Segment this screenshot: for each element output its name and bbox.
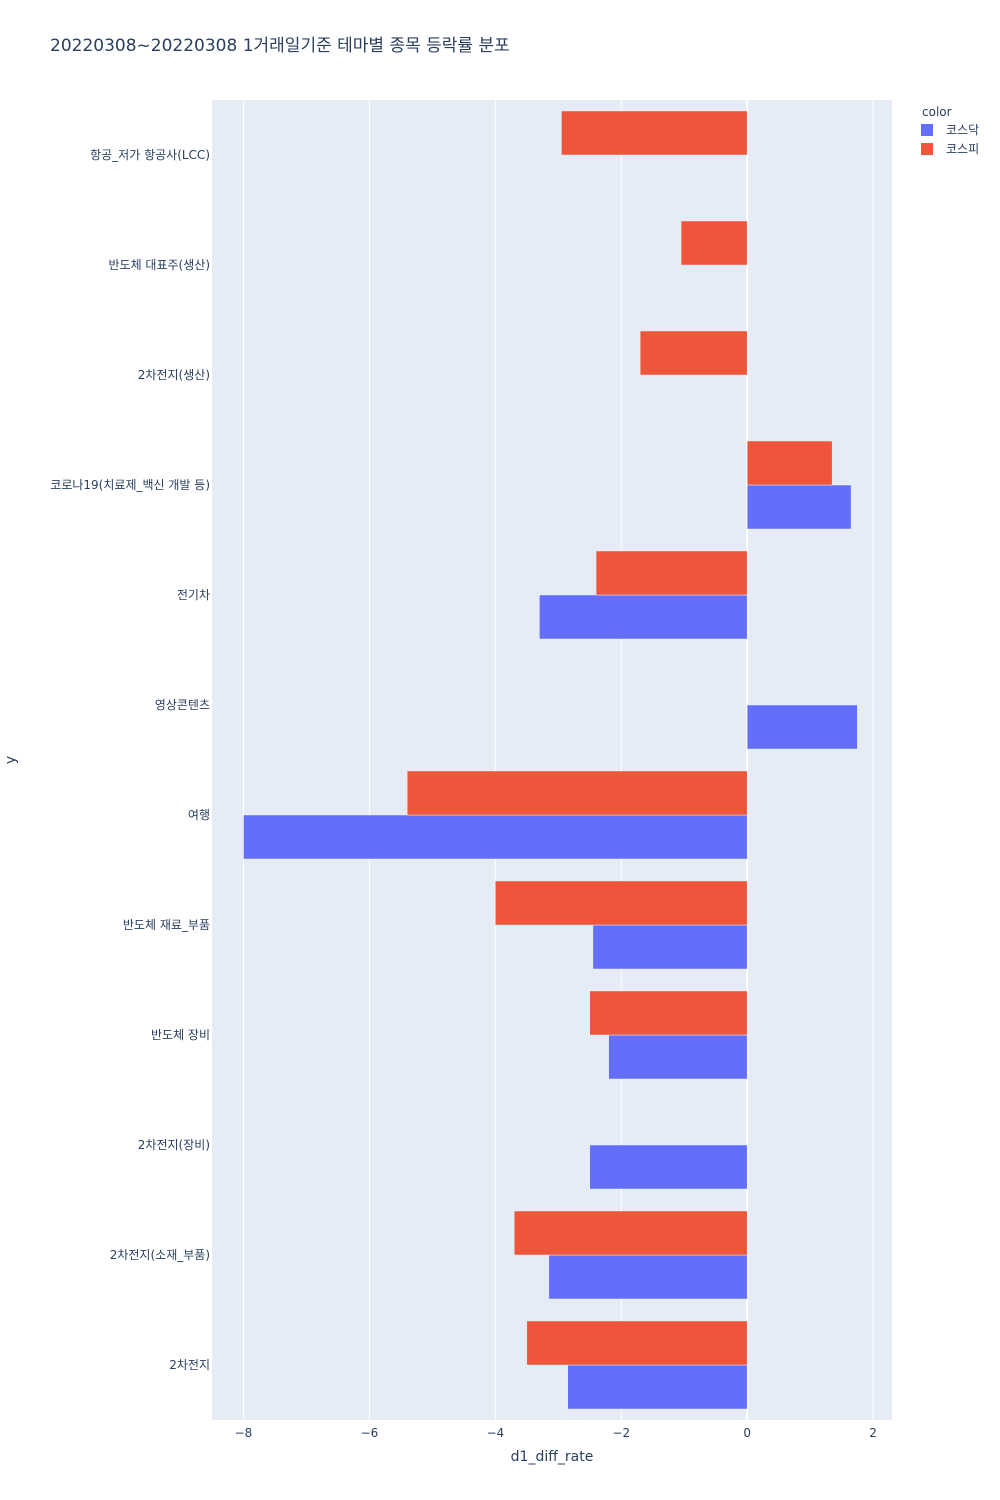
grid-lines xyxy=(242,100,874,1420)
chart-title: 20220308~20220308 1거래일기준 테마별 종목 등락률 분포 xyxy=(50,36,510,56)
bar xyxy=(513,1210,748,1256)
bar xyxy=(561,110,748,156)
bar xyxy=(526,1320,748,1366)
bar xyxy=(592,924,748,970)
y-tick-label: 전기차 xyxy=(177,588,210,602)
y-tick-label: 반도체 재료_부품 xyxy=(123,918,210,932)
bar xyxy=(539,594,748,640)
x-tick-label: 0 xyxy=(743,1426,751,1440)
y-tick-label: 반도체 장비 xyxy=(151,1028,210,1042)
y-tick-label: 영상콘텐츠 xyxy=(155,698,210,712)
bar xyxy=(595,550,748,596)
legend-swatch xyxy=(921,124,933,136)
y-tick-label: 여행 xyxy=(188,807,210,822)
bar xyxy=(608,1034,748,1080)
y-tick-label: 2차전지(생산) xyxy=(138,368,210,382)
bar xyxy=(746,484,852,530)
legend-label: 코스피 xyxy=(946,142,979,156)
bar xyxy=(406,770,748,816)
x-tick-label: 2 xyxy=(869,1426,877,1440)
y-tick-labels: 항공_저가 항공사(LCC) 반도체 대표주(생산) 2차전지(생산) 코로나19(치… xyxy=(50,148,210,1372)
bar xyxy=(680,220,748,266)
bar xyxy=(746,440,833,486)
bar xyxy=(746,704,858,750)
y-axis-title: y xyxy=(3,756,19,764)
legend-title: color xyxy=(922,105,952,119)
y-tick-label: 항공_저가 항공사(LCC) xyxy=(90,148,210,162)
bar xyxy=(243,814,748,860)
bar xyxy=(589,990,748,1036)
bar xyxy=(548,1254,748,1300)
plot-background xyxy=(212,100,892,1420)
legend-swatch xyxy=(921,143,933,155)
bars xyxy=(243,110,858,1410)
legend-label: 코스닥 xyxy=(946,123,979,137)
bar xyxy=(567,1364,748,1410)
x-tick-label: −4 xyxy=(486,1426,504,1440)
x-axis-title: d1_diff_rate xyxy=(511,1449,594,1465)
x-tick-label: −8 xyxy=(235,1426,253,1440)
y-tick-label: 2차전지 xyxy=(169,1358,210,1372)
x-tick-label: −6 xyxy=(361,1426,379,1440)
bar xyxy=(639,330,748,376)
y-tick-label: 코로나19(치료제_백신 개발 등) xyxy=(50,478,210,492)
x-tick-labels: −8 −6 −4 −2 0 2 xyxy=(235,1426,877,1440)
y-tick-label: 2차전지(소재_부품) xyxy=(110,1248,210,1262)
y-tick-label: 2차전지(장비) xyxy=(138,1138,210,1152)
bar xyxy=(495,880,748,926)
x-tick-label: −2 xyxy=(612,1426,630,1440)
y-tick-label: 반도체 대표주(생산) xyxy=(109,258,211,272)
bar xyxy=(589,1144,748,1190)
